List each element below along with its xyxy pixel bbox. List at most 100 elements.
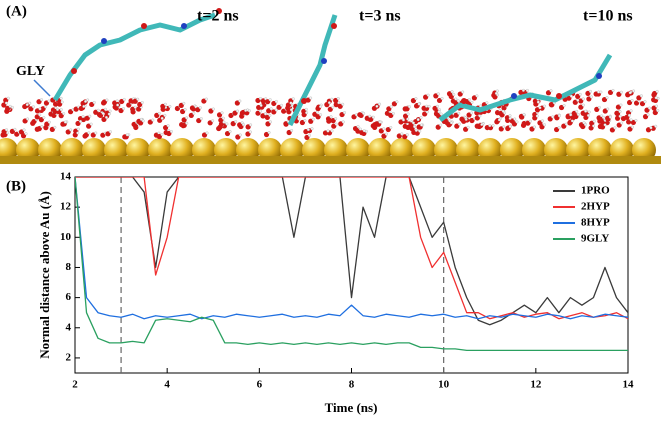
- water-h: [427, 104, 431, 108]
- water-h: [63, 120, 67, 124]
- water-h: [631, 125, 634, 129]
- plot-area: [75, 177, 628, 352]
- water-h: [108, 109, 112, 113]
- water-h: [588, 89, 592, 93]
- water-h: [649, 126, 653, 130]
- water-h: [646, 113, 650, 117]
- water-h: [291, 97, 295, 101]
- water-h: [606, 107, 610, 111]
- water-h: [522, 112, 526, 116]
- water-h: [439, 112, 443, 116]
- water-h: [368, 114, 372, 118]
- water-h: [576, 113, 580, 116]
- water-h: [122, 107, 125, 111]
- water-h: [315, 110, 319, 114]
- series-line: [75, 177, 628, 352]
- y-tick-label: 4: [66, 321, 72, 333]
- time-label: t=3 ns: [359, 8, 401, 25]
- water-h: [494, 91, 498, 95]
- water-h: [306, 128, 310, 132]
- water-h: [630, 99, 634, 102]
- x-tick-label: 6: [257, 379, 263, 391]
- water-h: [628, 91, 632, 95]
- x-tick-label: 12: [530, 379, 542, 391]
- water-h: [160, 116, 164, 120]
- water-h: [269, 107, 273, 111]
- water-h: [157, 111, 161, 115]
- residue-label: GLY: [16, 64, 45, 79]
- water-h: [40, 125, 44, 129]
- water-h: [125, 133, 129, 137]
- water-h: [620, 121, 624, 125]
- water-h: [557, 126, 561, 130]
- water-h: [608, 115, 612, 119]
- water-h: [592, 119, 596, 123]
- water-h: [88, 114, 92, 118]
- water-h: [448, 119, 452, 123]
- water-h: [105, 115, 108, 119]
- water-h: [564, 122, 568, 126]
- water-h: [336, 97, 340, 100]
- water-h: [84, 99, 88, 103]
- gold-base: [0, 156, 661, 164]
- water-h: [478, 114, 482, 118]
- water-h: [337, 101, 341, 105]
- water-h: [587, 110, 591, 114]
- water-h: [549, 89, 553, 93]
- water-h: [241, 123, 245, 127]
- water-h: [362, 111, 366, 115]
- water-h: [13, 127, 17, 131]
- water-h: [356, 125, 360, 128]
- water-h: [389, 105, 393, 109]
- y-tick-label: 12: [60, 201, 72, 213]
- water-h: [198, 106, 202, 110]
- plot-frame: [74, 176, 629, 374]
- water-h: [586, 113, 590, 117]
- peptide-atom: [301, 98, 307, 104]
- peptide-backbone: [438, 53, 613, 122]
- water-h: [412, 121, 415, 125]
- water-h: [105, 98, 109, 102]
- series-line: [75, 177, 628, 320]
- water-h: [425, 110, 429, 114]
- water-h: [611, 88, 615, 92]
- water-h: [221, 116, 225, 120]
- water-h: [136, 97, 140, 101]
- water-h: [108, 130, 112, 134]
- y-axis-label: Normal distance above Au (Å): [37, 191, 52, 359]
- water-h: [470, 100, 474, 104]
- water-h: [311, 117, 315, 121]
- water-h: [307, 133, 311, 137]
- water-h: [418, 129, 422, 133]
- water-h: [569, 113, 573, 117]
- water-h: [655, 89, 659, 93]
- water-h: [185, 121, 189, 125]
- water-h: [470, 111, 473, 115]
- water-h: [513, 117, 517, 121]
- water-h: [528, 119, 532, 123]
- water-h: [259, 103, 263, 107]
- water-h: [26, 117, 30, 121]
- water-h: [456, 99, 460, 103]
- water-h: [249, 123, 253, 127]
- water-h: [603, 123, 607, 127]
- water-h: [618, 110, 622, 114]
- water-h: [330, 129, 334, 133]
- water-h: [204, 97, 208, 101]
- water-h: [440, 96, 444, 100]
- water-h: [426, 93, 430, 97]
- water-h: [169, 130, 173, 133]
- water-h: [151, 118, 155, 122]
- water-h: [515, 120, 519, 124]
- water-h: [76, 131, 80, 135]
- water-h: [538, 106, 542, 110]
- water-h: [8, 104, 12, 108]
- water-h: [656, 109, 660, 113]
- water-h: [461, 90, 465, 94]
- water-h: [326, 129, 330, 133]
- water-h: [362, 129, 366, 133]
- water-h: [437, 110, 441, 114]
- water-h: [53, 125, 57, 129]
- water-h: [525, 88, 529, 92]
- water-h: [116, 103, 120, 107]
